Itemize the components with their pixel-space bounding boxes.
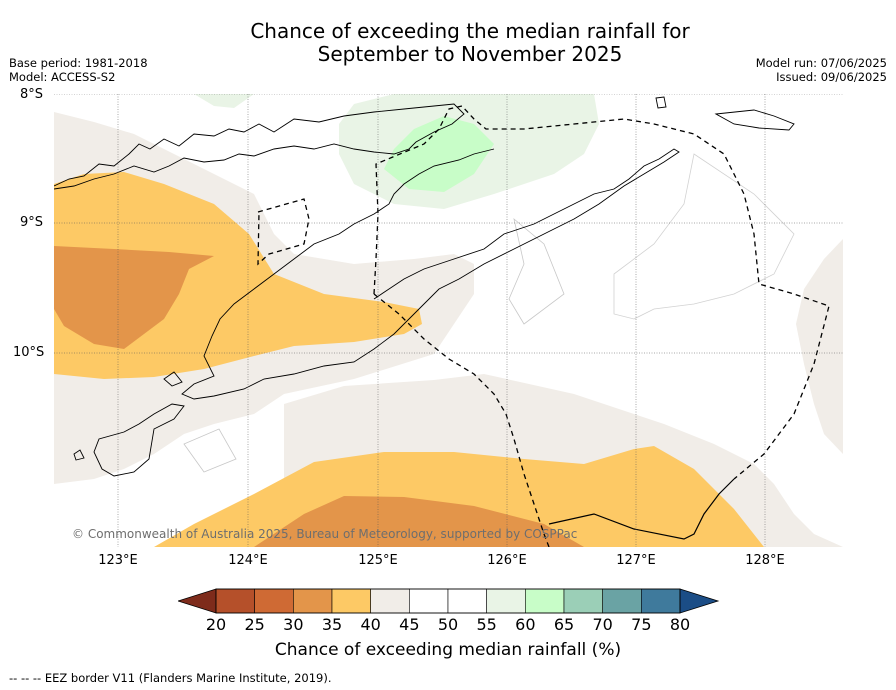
colorbar bbox=[178, 588, 720, 614]
colorbar-tick-label: 35 bbox=[321, 615, 343, 634]
colorbar-extend-low bbox=[178, 588, 217, 614]
colorbar-tick-label: 50 bbox=[437, 615, 459, 634]
lon-label-128e: 128°E bbox=[745, 553, 785, 568]
colorbar-bin bbox=[409, 588, 449, 614]
coastline-islands bbox=[73, 96, 795, 461]
eez-border-solid bbox=[548, 478, 735, 540]
contour-line bbox=[508, 217, 565, 325]
eez-border bbox=[373, 293, 550, 547]
colorbar-tick-label: 75 bbox=[631, 615, 652, 634]
colorbar-tick-label: 70 bbox=[592, 615, 613, 634]
eez-footnote: -- -- -- EEZ border V11 (Flanders Marine… bbox=[9, 671, 332, 685]
map-title: Chance of exceeding the median rainfall … bbox=[0, 20, 896, 66]
colorbar-bin bbox=[215, 588, 255, 614]
lat-label-9s: 9°S bbox=[20, 215, 44, 230]
title-line-2: September to November 2025 bbox=[317, 42, 623, 66]
rainfall-map bbox=[54, 94, 843, 547]
coastline-timor bbox=[181, 148, 680, 400]
contour-line bbox=[183, 428, 237, 473]
contour-line bbox=[613, 153, 795, 320]
colorbar-tick-label: 55 bbox=[476, 615, 497, 634]
issued-text: Issued: 09/06/2025 bbox=[776, 70, 887, 84]
colorbar-tick-label: 30 bbox=[283, 615, 304, 634]
colorbar-bin bbox=[331, 588, 371, 614]
colorbar-tick-label: 20 bbox=[205, 615, 227, 634]
colorbar-label: Chance of exceeding median rainfall (%) bbox=[274, 640, 622, 660]
colorbar-tick-label: 80 bbox=[669, 615, 691, 634]
region-60-65 bbox=[384, 116, 494, 192]
lon-label-127e: 127°E bbox=[616, 553, 656, 568]
lon-label-123e: 123°E bbox=[98, 553, 138, 568]
colorbar-bin bbox=[486, 588, 526, 614]
run-info: Model run: 07/06/2025 Issued: 09/06/2025 bbox=[756, 56, 887, 84]
title-line-1: Chance of exceeding the median rainfall … bbox=[250, 19, 690, 43]
graticule bbox=[54, 94, 843, 547]
colorbar-bin bbox=[525, 588, 565, 614]
colorbar-bin bbox=[370, 588, 410, 614]
lat-label-10s: 10°S bbox=[13, 345, 45, 360]
lon-label-124e: 124°E bbox=[228, 553, 268, 568]
eez-border bbox=[373, 105, 830, 480]
colorbar-tick-label: 40 bbox=[360, 615, 381, 634]
colorbar-bin bbox=[254, 588, 294, 614]
colorbar-tick-label: 60 bbox=[515, 615, 536, 634]
copyright-credit: © Commonwealth of Australia 2025, Bureau… bbox=[72, 527, 578, 541]
model-run-text: Model run: 07/06/2025 bbox=[755, 56, 887, 70]
colorbar-tick-label: 25 bbox=[244, 615, 265, 634]
colorbar-bin bbox=[293, 588, 333, 614]
eez-border bbox=[257, 198, 310, 266]
region-40-45-east bbox=[796, 239, 843, 454]
lat-label-8s: 8°S bbox=[20, 87, 44, 102]
region-30-35-south bbox=[254, 496, 584, 547]
colorbar-bin bbox=[447, 588, 487, 614]
region-55-60-north bbox=[194, 94, 254, 108]
model-info: Base period: 1981-2018 Model: ACCESS-S2 bbox=[9, 56, 148, 84]
base-period-text: Base period: 1981-2018 bbox=[9, 56, 148, 70]
lon-label-126e: 126°E bbox=[487, 553, 527, 568]
colorbar-extend-high bbox=[679, 588, 720, 614]
region-30-35-west bbox=[54, 246, 214, 349]
colorbar-bin bbox=[602, 588, 642, 614]
model-text: Model: ACCESS-S2 bbox=[9, 70, 116, 84]
coastline-flores bbox=[54, 103, 465, 190]
lon-label-125e: 125°E bbox=[358, 553, 398, 568]
coastline-rote bbox=[93, 403, 185, 477]
colorbar-bin bbox=[641, 588, 681, 614]
colorbar-tick-label: 65 bbox=[553, 615, 575, 634]
colorbar-tick-label: 45 bbox=[399, 615, 420, 634]
colorbar-bin bbox=[563, 588, 603, 614]
